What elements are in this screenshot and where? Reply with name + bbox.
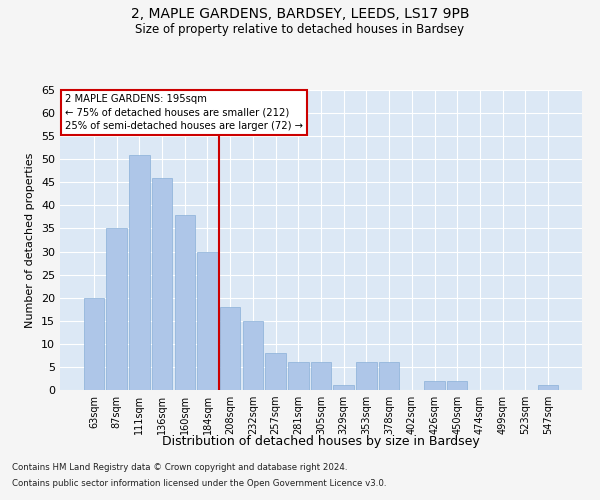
Bar	[288, 362, 308, 390]
Text: Size of property relative to detached houses in Bardsey: Size of property relative to detached ho…	[136, 22, 464, 36]
Text: Contains HM Land Registry data © Crown copyright and database right 2024.: Contains HM Land Registry data © Crown c…	[12, 464, 347, 472]
Bar	[197, 252, 218, 390]
Text: 2, MAPLE GARDENS, BARDSEY, LEEDS, LS17 9PB: 2, MAPLE GARDENS, BARDSEY, LEEDS, LS17 9…	[131, 8, 469, 22]
Bar	[311, 362, 331, 390]
Bar	[379, 362, 400, 390]
Bar	[334, 386, 354, 390]
Bar	[84, 298, 104, 390]
Bar	[447, 381, 467, 390]
Bar	[538, 386, 558, 390]
Text: Distribution of detached houses by size in Bardsey: Distribution of detached houses by size …	[162, 435, 480, 448]
Bar	[106, 228, 127, 390]
Bar	[129, 154, 149, 390]
Bar	[152, 178, 172, 390]
Bar	[175, 214, 195, 390]
Text: Contains public sector information licensed under the Open Government Licence v3: Contains public sector information licen…	[12, 478, 386, 488]
Y-axis label: Number of detached properties: Number of detached properties	[25, 152, 35, 328]
Bar	[424, 381, 445, 390]
Bar	[220, 307, 241, 390]
Text: 2 MAPLE GARDENS: 195sqm
← 75% of detached houses are smaller (212)
25% of semi-d: 2 MAPLE GARDENS: 195sqm ← 75% of detache…	[65, 94, 303, 131]
Bar	[265, 353, 286, 390]
Bar	[356, 362, 377, 390]
Bar	[242, 321, 263, 390]
